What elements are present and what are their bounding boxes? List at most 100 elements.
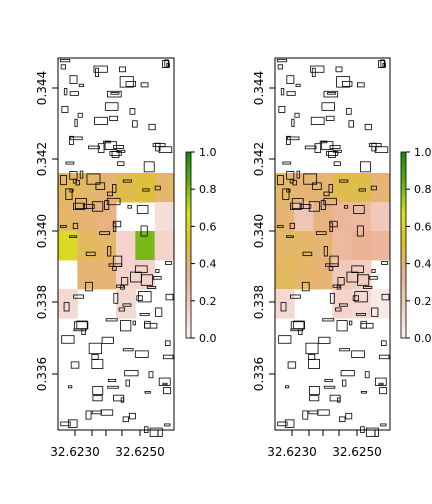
building-outline bbox=[155, 269, 160, 273]
legend-swatch bbox=[186, 279, 191, 283]
building-outline bbox=[290, 294, 301, 299]
building-outline bbox=[81, 328, 86, 335]
legend-tick-label: 0.2 bbox=[199, 295, 217, 308]
building-outline bbox=[109, 151, 122, 156]
building-outline bbox=[328, 184, 333, 193]
building-outline bbox=[291, 118, 295, 127]
legend-swatch bbox=[401, 158, 406, 162]
building-outline bbox=[164, 340, 171, 346]
legend-swatch bbox=[186, 257, 191, 262]
legend-swatch bbox=[186, 210, 191, 215]
building-outline bbox=[292, 180, 297, 186]
building-outline bbox=[129, 108, 136, 115]
building-outline bbox=[354, 291, 368, 303]
building-outline bbox=[321, 141, 334, 150]
legend-swatch bbox=[186, 238, 191, 243]
heat-cell bbox=[58, 231, 78, 261]
building-outline bbox=[332, 284, 341, 288]
legend-swatch bbox=[401, 201, 406, 206]
legend-swatch bbox=[186, 303, 191, 308]
heat-cell bbox=[58, 173, 78, 203]
building-outline bbox=[93, 65, 108, 73]
legend-swatch bbox=[186, 310, 191, 314]
building-outline bbox=[116, 284, 124, 288]
legend-tick-label: 0.4 bbox=[414, 258, 432, 271]
building-outline bbox=[91, 358, 104, 369]
y-tick-label: 0.336 bbox=[35, 357, 49, 391]
heat-cell bbox=[96, 173, 117, 203]
legend-swatch bbox=[401, 316, 406, 320]
building-outline bbox=[369, 276, 378, 280]
legend-swatch bbox=[401, 260, 406, 265]
heat-cell bbox=[275, 173, 295, 203]
legend-swatch bbox=[186, 223, 191, 227]
heat-cell bbox=[294, 231, 314, 261]
building-outline bbox=[284, 419, 295, 428]
legend-swatch bbox=[401, 272, 406, 277]
legend-swatch bbox=[401, 294, 406, 299]
building-outline bbox=[152, 143, 166, 147]
legend-swatch bbox=[186, 201, 191, 206]
legend-swatch bbox=[186, 229, 191, 234]
building-outline bbox=[88, 145, 100, 150]
building-outline bbox=[333, 149, 342, 153]
building-outline bbox=[302, 410, 309, 420]
building-outline bbox=[94, 116, 108, 125]
building-outline bbox=[134, 350, 149, 358]
building-outlines bbox=[276, 58, 390, 437]
building-outline bbox=[148, 123, 156, 131]
building-outline bbox=[140, 82, 149, 88]
legend-tick-label: 0.6 bbox=[414, 220, 432, 233]
building-outline bbox=[128, 412, 136, 420]
heat-cell bbox=[96, 202, 117, 232]
building-outline bbox=[119, 76, 134, 88]
legend-swatch bbox=[186, 322, 191, 327]
building-outline bbox=[310, 65, 325, 73]
heat-cell bbox=[116, 173, 136, 203]
legend-swatch bbox=[401, 248, 406, 252]
building-outline bbox=[143, 161, 155, 173]
building-outline bbox=[351, 350, 365, 358]
map-panel-right: 32.6230 32.6250 0.336 0.338 0.340 0.342 0.344… bbox=[252, 57, 432, 459]
legend-swatch bbox=[186, 152, 191, 156]
y-tick-label: 0.342 bbox=[252, 142, 266, 176]
building-outline bbox=[371, 142, 377, 152]
legend-swatch bbox=[401, 291, 406, 296]
building-outline bbox=[63, 88, 68, 96]
building-outline bbox=[124, 370, 139, 377]
legend-swatch bbox=[401, 331, 406, 336]
heat-cell bbox=[275, 260, 295, 290]
building-outline bbox=[163, 354, 174, 360]
building-outline bbox=[142, 188, 150, 192]
building-outline bbox=[77, 112, 83, 118]
legend-swatch bbox=[186, 269, 191, 274]
building-outline bbox=[60, 64, 66, 70]
legend-swatch bbox=[401, 303, 406, 308]
heat-cell bbox=[135, 231, 156, 261]
building-outline bbox=[333, 161, 341, 166]
building-outline bbox=[125, 379, 130, 387]
building-outline bbox=[290, 321, 306, 330]
building-outline bbox=[91, 354, 99, 360]
building-outline bbox=[59, 58, 71, 63]
building-outline bbox=[65, 188, 73, 200]
building-outline bbox=[153, 276, 162, 280]
building-outline bbox=[360, 391, 367, 394]
building-outline bbox=[73, 294, 84, 299]
building-outline bbox=[106, 191, 113, 197]
legend-swatch bbox=[186, 214, 191, 218]
y-tick-label: 0.338 bbox=[252, 285, 266, 319]
building-outline bbox=[68, 385, 73, 389]
building-outline bbox=[92, 395, 103, 402]
legend-swatch bbox=[401, 229, 406, 234]
legend-swatch bbox=[401, 322, 406, 327]
building-outline bbox=[308, 410, 319, 415]
legend-frame bbox=[185, 151, 192, 339]
building-outline bbox=[277, 64, 283, 70]
building-outline bbox=[139, 313, 150, 316]
legend-swatch bbox=[186, 276, 191, 280]
legend-swatch bbox=[401, 152, 406, 156]
y-tick-label: 0.344 bbox=[35, 71, 49, 105]
building-outline bbox=[320, 200, 326, 210]
